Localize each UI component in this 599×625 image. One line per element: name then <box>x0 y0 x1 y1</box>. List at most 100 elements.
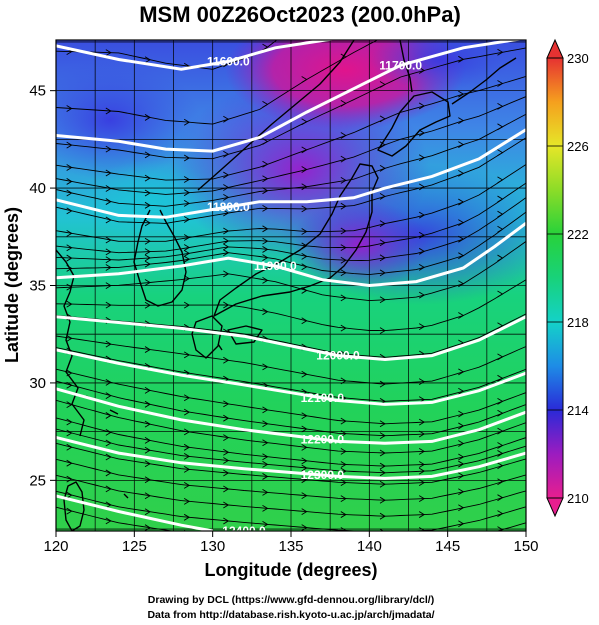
map-title: MSM 00Z26Oct2023 (200.0hPa) <box>139 2 461 27</box>
wind-arrow <box>183 275 191 283</box>
colorbar-tick-label: 218 <box>567 315 589 330</box>
streamline <box>56 164 526 242</box>
honshu-coast <box>213 163 379 317</box>
streamline <box>56 211 526 276</box>
wind-arrow <box>105 392 112 400</box>
wind-arrow <box>418 378 426 385</box>
wind-arrow <box>262 460 269 468</box>
wind-arrow <box>183 199 191 207</box>
wind-arrow <box>105 282 112 290</box>
streamline <box>56 490 526 531</box>
wind-arrow <box>497 353 504 361</box>
streamline <box>56 279 526 332</box>
wind-arrow <box>262 175 269 183</box>
wind-arrow <box>262 237 269 245</box>
wind-arrow <box>223 237 230 245</box>
credit-data: Data from http://database.rish.kyoto-u.a… <box>147 609 434 621</box>
wind-arrow <box>105 216 112 224</box>
wind-arrow <box>418 102 426 110</box>
wind-arrow <box>144 492 151 500</box>
y-tick-label: 35 <box>29 278 46 295</box>
wind-arrow <box>497 176 504 184</box>
wind-arrow <box>497 462 504 470</box>
wind-arrow <box>262 160 269 168</box>
wind-arrow <box>262 308 269 316</box>
hokkaido-coast <box>377 91 451 157</box>
x-tick-label: 130 <box>200 538 225 555</box>
wind-arrow <box>262 204 269 212</box>
wind-arrow <box>183 244 191 251</box>
wind-arrow <box>301 464 308 472</box>
wind-arrow <box>66 229 73 237</box>
wind-arrow <box>105 469 112 477</box>
wind-arrow <box>379 512 386 520</box>
y-tick-label: 25 <box>29 472 46 489</box>
wind-arrow <box>262 406 269 414</box>
wind-arrow <box>66 244 73 252</box>
wind-arrow <box>223 184 230 191</box>
wind-arrow <box>458 472 465 480</box>
contour-line <box>56 128 526 219</box>
wind-arrow <box>458 252 465 260</box>
wind-arrow <box>418 211 426 219</box>
colorbar-tick-label: 226 <box>567 139 589 154</box>
wind-arrow <box>66 475 73 483</box>
wind-arrow <box>66 429 73 437</box>
wind-arrow <box>183 443 191 451</box>
wind-arrow <box>497 427 504 435</box>
wind-arrow <box>458 55 465 63</box>
wind-arrow <box>66 254 73 262</box>
colorbar-top-arrow <box>546 38 564 59</box>
wind-arrow <box>144 279 151 286</box>
wind-arrow <box>379 193 386 200</box>
wind-arrow <box>418 323 426 331</box>
wind-arrow <box>497 397 504 405</box>
wind-arrow <box>105 248 112 256</box>
wind-arrow <box>340 511 347 518</box>
wind-arrow <box>340 177 347 184</box>
wind-arrow <box>223 243 230 251</box>
x-tick-label: 150 <box>513 538 538 555</box>
wind-arrow <box>223 400 230 408</box>
wind-arrow <box>183 216 191 223</box>
sakhalin-coast <box>399 40 413 93</box>
contour-line <box>56 315 526 362</box>
streamline <box>56 182 526 254</box>
wind-arrow <box>340 227 347 235</box>
contour-line <box>56 436 526 480</box>
wind-arrow <box>458 235 465 243</box>
wind-arrow <box>379 296 386 304</box>
wind-arrow <box>262 439 269 447</box>
wind-arrow <box>66 491 73 499</box>
wind-arrow <box>144 56 151 64</box>
wind-arrow <box>458 460 465 468</box>
wind-arrow <box>262 420 269 428</box>
wind-arrow <box>262 520 269 528</box>
wind-arrow <box>301 476 308 484</box>
wind-arrow <box>223 448 230 456</box>
wind-arrow <box>458 312 465 319</box>
y-tick-label: 40 <box>29 180 46 197</box>
wind-arrow <box>183 408 191 416</box>
wind-arrow <box>144 346 151 353</box>
wind-arrow <box>379 269 386 277</box>
streamline <box>56 442 526 485</box>
contour-line <box>56 387 526 445</box>
wind-arrow <box>418 479 426 486</box>
wind-arrow <box>183 301 191 309</box>
contour-label: 12200.0 <box>301 432 345 446</box>
wind-arrow <box>340 461 347 468</box>
wind-arrow <box>340 495 347 502</box>
wind-arrow <box>458 387 465 395</box>
contour-label: 12400.0 <box>222 524 266 538</box>
wind-arrow <box>144 151 151 159</box>
wind-arrow <box>105 301 112 309</box>
contour-line <box>56 221 526 288</box>
wind-arrow <box>340 132 347 139</box>
wind-arrow <box>301 443 308 451</box>
wind-arrow <box>144 201 151 209</box>
wind-arrow <box>183 497 191 505</box>
wind-arrow <box>183 189 191 197</box>
wind-arrow <box>223 301 230 309</box>
wind-arrow <box>379 81 386 88</box>
